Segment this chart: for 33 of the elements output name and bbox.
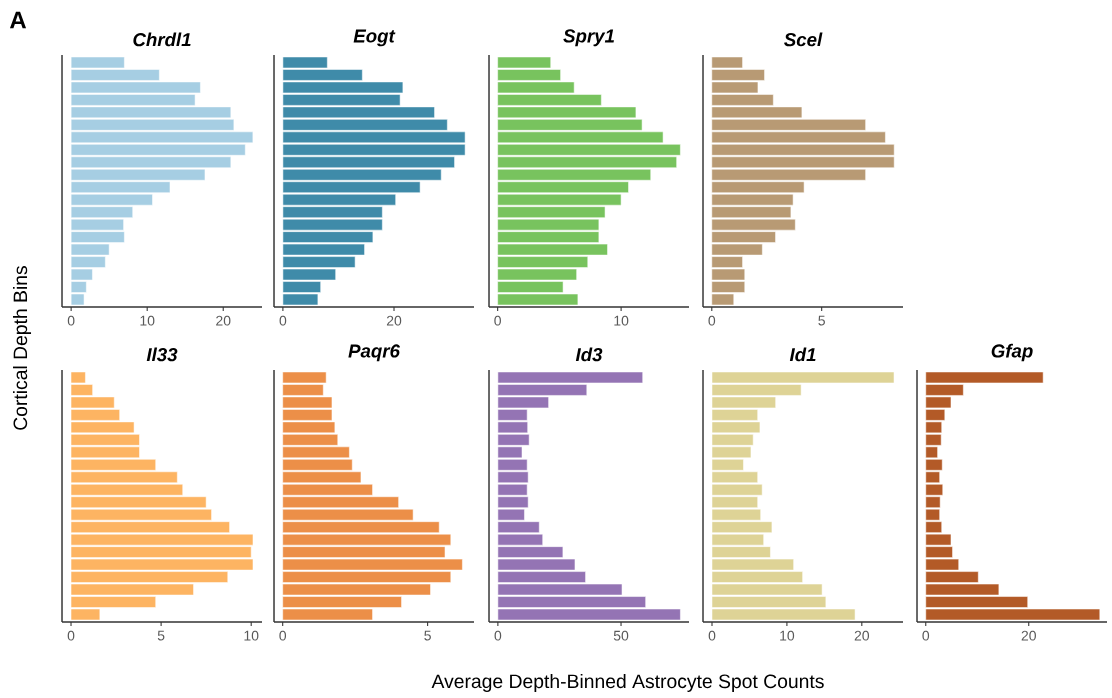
text: A [9,11,27,29]
x-tick-label: 0 [279,630,287,641]
x-tick-label: 5 [424,630,431,641]
y-axis-title: Cortical Depth Bins [13,266,32,430]
x-tick-label: 20 [854,630,870,641]
x-tick-label: 0 [708,630,716,641]
x-tick-label: 0 [67,630,75,641]
chart-title: Chrdl1 [133,32,191,47]
x-tick-label: 20 [216,315,231,326]
chart-title: Spry1 [563,29,614,47]
x-tick-label: 10 [244,630,259,641]
x-tick-label: 10 [614,315,629,326]
x-tick-label: 0 [708,315,716,326]
chart-title: Il33 [146,347,178,362]
x-tick-label: 20 [386,315,402,326]
chart-title: Paqr6 [348,344,401,362]
chart-title: Id3 [575,347,603,362]
x-tick-label: 5 [157,630,165,641]
chart-title: Scel [784,32,823,47]
x-tick-label: 0 [494,315,501,326]
x-tick-label: 20 [1021,630,1036,641]
x-tick-label: 0 [922,630,930,641]
x-tick-label: 0 [67,315,75,326]
x-tick-label: 0 [494,630,502,641]
chart-title: Gfap [991,343,1033,362]
x-tick-label: 50 [613,630,629,641]
chart-title: Eogt [353,29,396,47]
x-tick-label: 5 [818,315,825,326]
x-tick-label: 10 [780,630,795,641]
chart-title: Id1 [789,347,816,362]
x-tick-label: 10 [140,315,155,326]
x-tick-label: 0 [279,315,287,326]
x-axis-title: Average Depth-Binned Astrocyte Spot Counts [431,673,824,692]
